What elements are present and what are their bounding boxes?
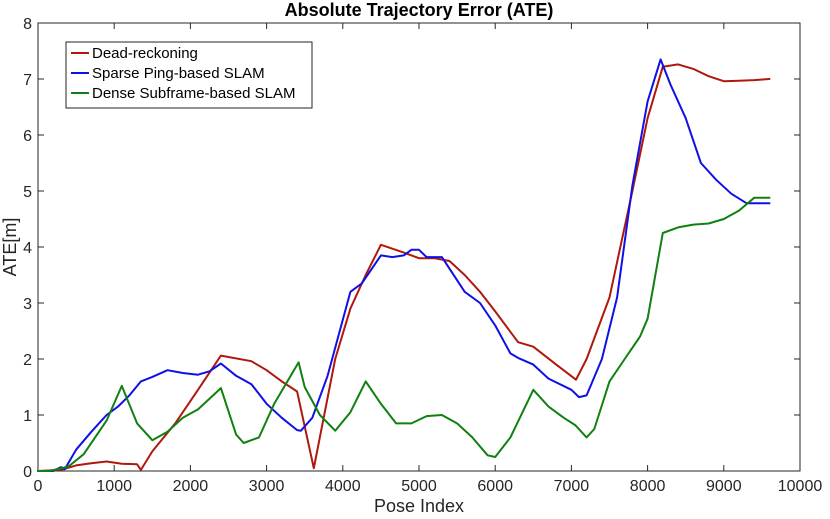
x-tick-label: 2000 [173, 478, 209, 495]
legend: Dead-reckoning Sparse Ping-based SLAM Dens… [65, 41, 313, 109]
y-axis: 0 1 2 3 4 5 6 7 8 [23, 16, 800, 481]
x-tick-label: 7000 [554, 478, 590, 495]
y-tick-label: 2 [23, 352, 32, 369]
series-line-3 [37, 196, 771, 472]
y-axis-title: ATE[m] [0, 218, 20, 277]
series-line-2 [37, 58, 771, 472]
series-line-1 [37, 63, 771, 472]
legend-label-3: Dense Subframe-based SLAM [92, 85, 295, 102]
x-tick-label: 1000 [96, 478, 132, 495]
legend-label-1: Dead-reckoning [92, 45, 198, 62]
y-tick-label: 4 [23, 240, 32, 257]
x-tick-label: 4000 [325, 478, 361, 495]
legend-box [65, 41, 313, 109]
x-tick-label: 5000 [401, 478, 437, 495]
y-tick-label: 0 [23, 464, 32, 481]
legend-label-2: Sparse Ping-based SLAM [92, 65, 265, 82]
y-tick-label: 6 [23, 128, 32, 145]
y-tick-label: 5 [23, 184, 32, 201]
y-tick-label: 3 [23, 296, 32, 313]
x-axis: 0 1000 2000 3000 4000 5000 6000 7000 8000 9000 100… [34, 23, 823, 495]
y-tick-label: 7 [23, 72, 32, 89]
chart-title: Absolute Trajectory Error (ATE) [285, 0, 554, 20]
y-tick-label: 8 [23, 16, 32, 33]
series-lines [37, 58, 771, 472]
x-tick-label: 8000 [630, 478, 666, 495]
x-tick-label: 0 [34, 478, 43, 495]
x-axis-title: Pose Index [374, 496, 464, 516]
x-tick-label: 6000 [477, 478, 513, 495]
x-tick-label: 10000 [778, 478, 823, 495]
x-tick-label: 3000 [249, 478, 285, 495]
y-tick-label: 1 [23, 408, 32, 425]
x-tick-label: 9000 [706, 478, 742, 495]
